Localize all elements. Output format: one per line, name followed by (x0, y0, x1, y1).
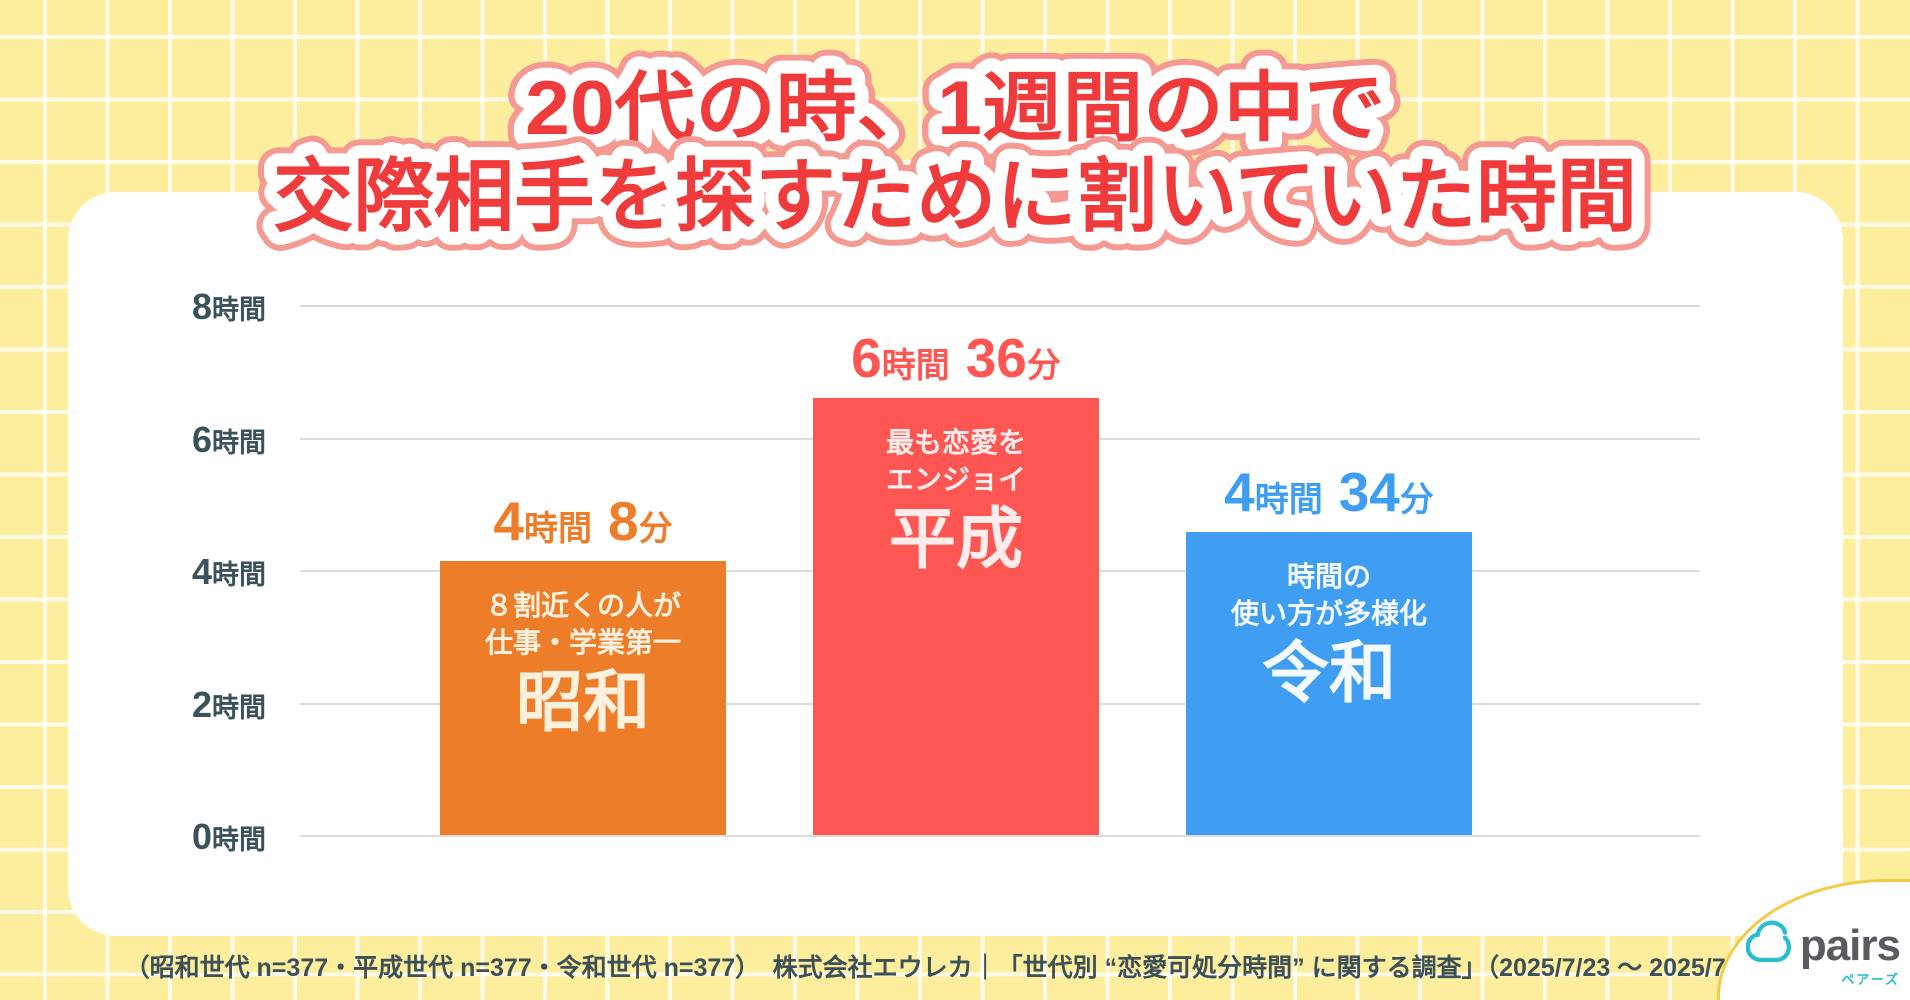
value-minutes: 34 (1338, 461, 1400, 523)
y-axis-tick-0h: 0時間 (192, 819, 300, 855)
value-minutes-unit: 分 (1026, 347, 1061, 385)
pairs-wordmark: pairs (1799, 921, 1901, 970)
pairs-japanese-name: ペアーズ (1841, 972, 1900, 987)
title-line1: 20代の時、1週間の中で (525, 66, 1385, 151)
desc-line2: 使い方が多様化 (1230, 597, 1427, 629)
bar-heisei: 6時間 36分 最も恋愛をエンジョイ 平成 (813, 331, 1099, 835)
value-minutes-unit: 分 (1399, 481, 1434, 519)
value-hours-unit: 時間 (1254, 481, 1323, 519)
tick-unit: 時間 (212, 295, 266, 325)
y-axis-tick-6h: 6時間 (191, 418, 300, 460)
title-line2-halo: 交際相手を探すために割いていた時間 (273, 152, 1637, 241)
cloud-icon (1745, 920, 1791, 963)
pairs-logo: pairs ペアーズ (1745, 920, 1901, 988)
brand-corner-blob: pairs ペアーズ (1717, 879, 1910, 1000)
value-hours-unit: 時間 (524, 510, 592, 548)
bar-content-heisei: 最も恋愛をエンジョイ 平成 (813, 398, 1099, 835)
era-label-reiwa: 令和 (1262, 635, 1396, 711)
desc-line1: ８割近くの人が (484, 590, 681, 621)
tick-value: 6 (191, 418, 212, 460)
value-minutes-unit: 分 (638, 510, 673, 548)
bar-value-showa: 4時間 8分 (493, 494, 672, 549)
value-hours-unit: 時間 (881, 347, 950, 385)
bar-value-reiwa: 4時間 34分 (1224, 465, 1434, 520)
y-axis-tick-4h: 4時間 (192, 554, 300, 590)
survey-source-note: （昭和世代 n=377・平成世代 n=377・令和世代 n=377） 株式会社エ… (124, 954, 1786, 982)
value-minutes: 36 (965, 327, 1027, 389)
value-minutes: 8 (608, 490, 639, 552)
bar-description: ８割近くの人が 仕事・学業第一 (440, 588, 726, 662)
era-label-heisei: 平成 (889, 501, 1023, 577)
bar-reiwa: 4時間 34分 時間の使い方が多様化 令和 (1186, 465, 1472, 835)
bar-value-heisei: 6時間 36分 (851, 331, 1061, 386)
tick-unit: 時間 (212, 825, 266, 855)
tick-value: 2 (191, 683, 212, 725)
pairs-logo-row: pairs (1745, 920, 1901, 970)
value-hours: 6 (851, 327, 882, 389)
tick-unit: 時間 (212, 427, 266, 458)
y-axis-tick-2h: 2時間 (191, 683, 300, 725)
desc-line2: 仕事・学業第一 (484, 626, 681, 658)
desc-line1: 最も恋愛を (885, 427, 1026, 458)
desc-line1: 時間の (1286, 561, 1371, 592)
era-label-showa: 昭和 (516, 664, 650, 740)
bar-content-reiwa: 時間の使い方が多様化 令和 (1186, 532, 1472, 835)
tick-value: 4 (191, 551, 212, 592)
tick-value: 0 (191, 816, 212, 857)
value-hours: 4 (1224, 461, 1255, 523)
gridline-0h: 0時間 (192, 819, 1700, 855)
title-line1-halo: 20代の時、1週間の中で (525, 66, 1385, 151)
bar-description: 時間の使い方が多様化 (1186, 559, 1472, 633)
tick-value: 8 (191, 286, 212, 327)
tick-unit: 時間 (212, 692, 266, 723)
bar-description: 最も恋愛をエンジョイ (813, 425, 1099, 499)
tick-unit: 時間 (212, 560, 266, 590)
desc-line2: エンジョイ (885, 463, 1026, 495)
bar-showa: 4時間 8分 ８割近くの人が 仕事・学業第一 昭和 (440, 494, 726, 835)
gridline-8h: 8時間 (192, 289, 1700, 325)
bar-content-showa: ８割近くの人が 仕事・学業第一 昭和 (440, 561, 726, 835)
title-line2: 交際相手を探すために割いていた時間 (273, 152, 1637, 241)
y-axis-tick-8h: 8時間 (192, 289, 300, 325)
page-title: 20代の時、1週間の中で 20代の時、1週間の中で 交際相手を探すために割いてい… (254, 47, 1656, 260)
value-hours: 4 (493, 490, 524, 552)
